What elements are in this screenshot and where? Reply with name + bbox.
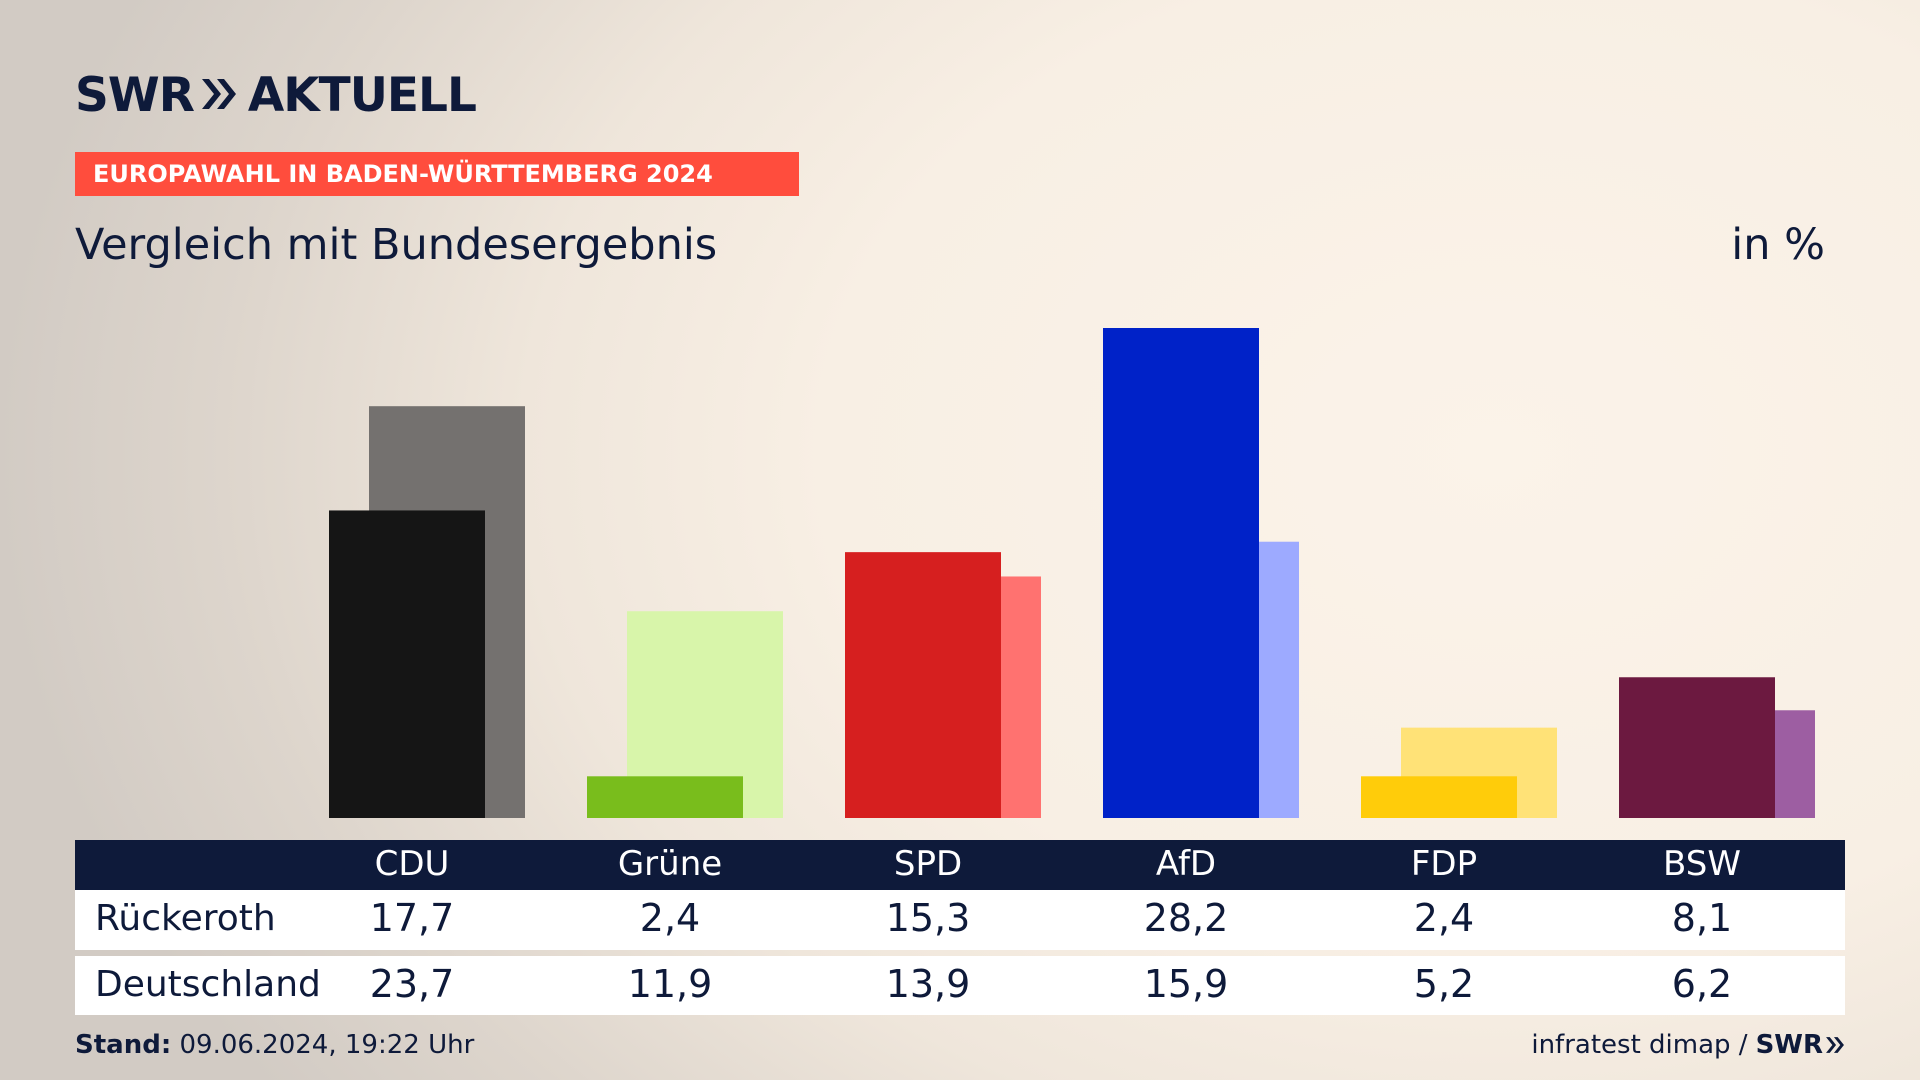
double-chevron-icon bbox=[1826, 1037, 1844, 1053]
table-cell: 2,4 bbox=[639, 896, 701, 940]
table-cell: 6,2 bbox=[1671, 962, 1733, 1006]
bar-rueckeroth-fdp bbox=[1361, 776, 1517, 818]
unit-label: in % bbox=[1731, 220, 1825, 270]
column-header-grüne: Grüne bbox=[617, 844, 723, 884]
bar-rueckeroth-grüne bbox=[587, 776, 743, 818]
table-cell: 11,9 bbox=[627, 962, 713, 1006]
swr-aktuell-logo: SWR AKTUELL bbox=[75, 68, 477, 123]
bar-rueckeroth-spd bbox=[845, 552, 1001, 818]
bar-chart bbox=[329, 328, 1815, 818]
source-text: infratest dimap / bbox=[1531, 1030, 1748, 1060]
results-table: CDU Grüne SPD AfD FDP BSW Rückeroth 17,7 2,4 15… bbox=[75, 840, 1845, 1015]
table-cell: 8,1 bbox=[1671, 896, 1733, 940]
table-cell: 13,9 bbox=[885, 962, 971, 1006]
table-cell: 28,2 bbox=[1143, 896, 1229, 940]
table-row-deutschland: Deutschland 23,7 11,9 13,9 15,9 5,2 6,2 bbox=[75, 956, 1845, 1015]
bar-rueckeroth-afd bbox=[1103, 328, 1259, 818]
source-brand: SWR bbox=[1755, 1030, 1823, 1060]
stand-value: 09.06.2024, 19:22 Uhr bbox=[179, 1030, 475, 1060]
double-chevron-icon bbox=[200, 68, 238, 123]
chart-subtitle: Vergleich mit Bundesergebnis bbox=[75, 220, 718, 270]
table-cell: 5,2 bbox=[1413, 962, 1475, 1006]
table-cell: 15,3 bbox=[885, 896, 971, 940]
column-header-fdp: FDP bbox=[1410, 844, 1478, 884]
table-row-rueckeroth: Rückeroth 17,7 2,4 15,3 28,2 2,4 8,1 bbox=[75, 890, 1845, 950]
election-banner: EUROPAWAHL IN BADEN-WÜRTTEMBERG 2024 bbox=[75, 152, 799, 196]
stand-label: Stand: bbox=[75, 1030, 172, 1060]
row-label: Deutschland bbox=[95, 964, 321, 1005]
column-header-afd: AfD bbox=[1155, 844, 1217, 884]
table-header: CDU Grüne SPD AfD FDP BSW bbox=[75, 840, 1845, 890]
bar-rueckeroth-cdu bbox=[329, 510, 485, 818]
table-cell: 2,4 bbox=[1413, 896, 1475, 940]
column-header-cdu: CDU bbox=[374, 844, 450, 884]
swr-small-logo: SWR bbox=[1756, 1030, 1845, 1060]
logo-brand: SWR bbox=[75, 68, 195, 123]
table-cell: 23,7 bbox=[369, 962, 455, 1006]
bar-rueckeroth-bsw bbox=[1619, 677, 1775, 818]
column-header-spd: SPD bbox=[893, 844, 963, 884]
table-cell: 17,7 bbox=[369, 896, 455, 940]
column-header-bsw: BSW bbox=[1663, 844, 1741, 884]
table-cell: 15,9 bbox=[1143, 962, 1229, 1006]
row-label: Rückeroth bbox=[95, 898, 276, 939]
logo-suffix: AKTUELL bbox=[247, 68, 477, 123]
source-credit: infratest dimap / SWR bbox=[1531, 1030, 1845, 1060]
timestamp: Stand: 09.06.2024, 19:22 Uhr bbox=[75, 1030, 474, 1060]
